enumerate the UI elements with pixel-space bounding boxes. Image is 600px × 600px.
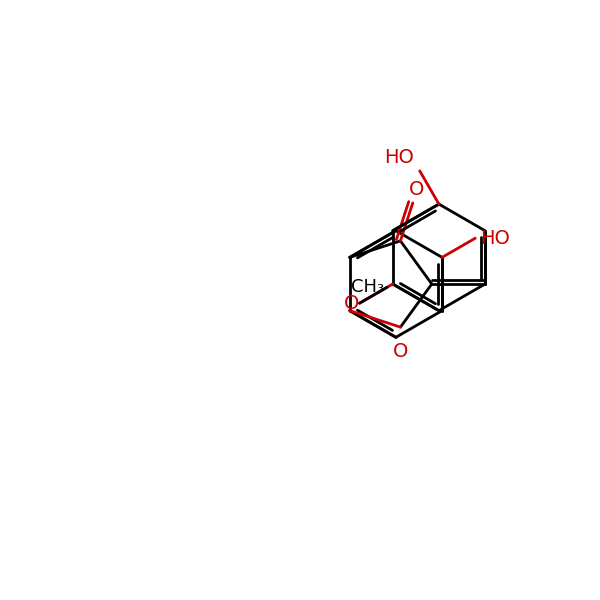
Text: CH₃: CH₃	[352, 278, 385, 296]
Text: HO: HO	[385, 148, 415, 167]
Text: O: O	[393, 342, 408, 361]
Text: O: O	[409, 179, 424, 199]
Text: HO: HO	[481, 229, 511, 248]
Text: O: O	[344, 293, 359, 313]
